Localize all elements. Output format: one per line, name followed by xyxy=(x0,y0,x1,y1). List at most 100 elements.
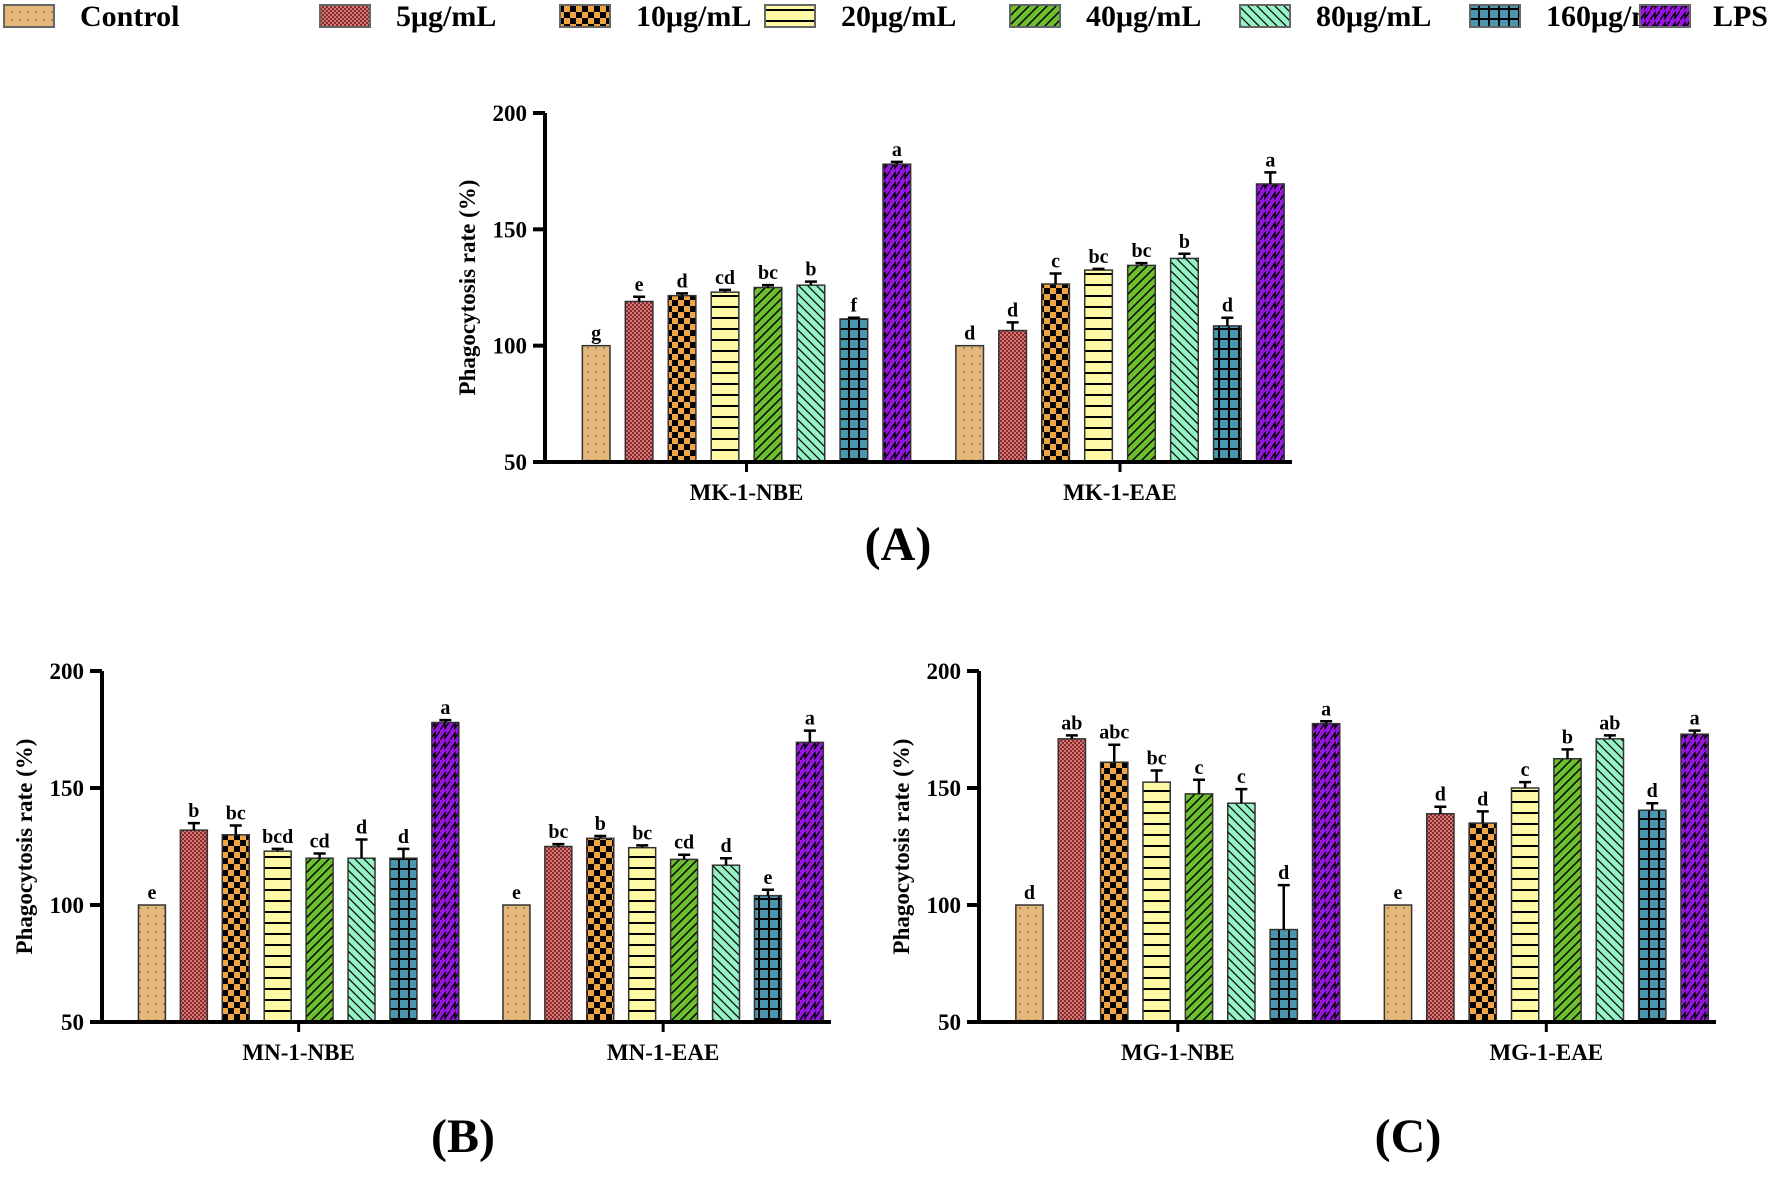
bar xyxy=(1142,781,1172,1023)
x-tick-label: MK-1-EAE xyxy=(1063,480,1177,505)
significance-letter: d xyxy=(1007,299,1018,321)
legend-item: 5μg/mL xyxy=(319,0,496,33)
error-bar xyxy=(594,834,607,839)
error-bar xyxy=(1192,778,1205,794)
y-tick-label: 100 xyxy=(493,334,528,359)
bar xyxy=(998,329,1028,463)
error-bar xyxy=(1150,769,1163,783)
significance-letter: e xyxy=(635,274,644,296)
significance-letter: c xyxy=(1521,759,1530,781)
significance-letter: d xyxy=(1222,295,1233,317)
significance-letter: g xyxy=(591,323,601,345)
bar xyxy=(667,294,697,463)
error-bar xyxy=(803,729,816,743)
significance-letter: a xyxy=(892,139,902,161)
significance-letter: bc xyxy=(1089,246,1109,268)
significance-letter: b xyxy=(805,259,816,281)
bar xyxy=(1041,283,1071,463)
error-bar xyxy=(1603,734,1616,739)
error-bar xyxy=(804,280,817,286)
bar xyxy=(955,344,985,463)
bar xyxy=(1510,787,1540,1023)
bar xyxy=(1255,183,1285,463)
bar xyxy=(1425,812,1455,1023)
significance-letter: a xyxy=(1265,149,1275,171)
panel-label: (C) xyxy=(1375,1110,1442,1163)
panel-label: (B) xyxy=(431,1110,495,1163)
bar xyxy=(1311,722,1341,1023)
bar xyxy=(1083,269,1114,463)
bar xyxy=(796,284,826,463)
bar xyxy=(179,829,209,1023)
error-bar xyxy=(439,718,452,723)
y-tick-label: 50 xyxy=(938,1010,961,1035)
bar xyxy=(710,291,740,463)
significance-letter: b xyxy=(595,813,606,835)
significance-letter: abc xyxy=(1099,722,1129,744)
significance-letter: d xyxy=(398,826,409,848)
significance-letter: bc xyxy=(548,821,568,843)
bar xyxy=(1680,733,1710,1023)
error-bar xyxy=(1434,805,1447,814)
error-bar xyxy=(678,853,691,860)
y-tick-label: 100 xyxy=(927,893,962,918)
bar xyxy=(711,864,741,1023)
significance-letter: d xyxy=(1477,788,1488,810)
bar xyxy=(431,721,460,1023)
bar xyxy=(1383,904,1413,1023)
significance-letter: c xyxy=(1237,766,1246,788)
bar xyxy=(795,741,825,1023)
legend-label: 20μg/mL xyxy=(841,0,956,33)
bar xyxy=(624,300,654,463)
legend-label: 40μg/mL xyxy=(1086,0,1201,33)
bar xyxy=(882,163,912,463)
bar xyxy=(669,858,699,1023)
legend-swatch xyxy=(1639,4,1691,28)
bar xyxy=(1468,822,1498,1023)
error-bar xyxy=(719,288,732,293)
bar xyxy=(1212,325,1242,463)
bar xyxy=(347,857,376,1023)
y-tick-label: 150 xyxy=(493,217,528,242)
error-bar xyxy=(1264,171,1277,184)
bar xyxy=(753,894,783,1023)
legend-item: 10μg/mL xyxy=(559,0,751,33)
legend-swatch xyxy=(3,4,55,28)
significance-letter: e xyxy=(512,882,521,904)
legend-swatch xyxy=(1469,4,1521,28)
significance-letter: c xyxy=(1195,757,1204,779)
legend-swatch xyxy=(1009,4,1061,28)
bar xyxy=(839,318,869,463)
bar xyxy=(263,850,292,1023)
error-bar xyxy=(1006,321,1019,331)
significance-letter: bc xyxy=(632,822,652,844)
error-bar xyxy=(1065,734,1078,739)
significance-letter: bcd xyxy=(262,826,293,848)
error-bar xyxy=(636,844,649,848)
error-bar xyxy=(1476,810,1489,824)
significance-letter: a xyxy=(1690,708,1700,730)
y-tick-label: 100 xyxy=(50,893,85,918)
legend-item: 40μg/mL xyxy=(1009,0,1201,33)
legend-label: 5μg/mL xyxy=(396,0,496,33)
error-bar xyxy=(633,295,646,302)
bar xyxy=(389,857,418,1023)
error-bar xyxy=(1519,780,1532,788)
legend-swatch xyxy=(319,4,371,28)
y-tick-label: 200 xyxy=(927,659,962,684)
bar xyxy=(544,845,573,1023)
significance-letter: c xyxy=(1051,251,1060,273)
error-bar xyxy=(1092,267,1105,271)
error-bar xyxy=(1646,801,1659,811)
significance-letter: d xyxy=(356,816,367,838)
bar xyxy=(137,904,167,1023)
panel-label: (A) xyxy=(865,518,932,571)
bar xyxy=(586,837,615,1023)
significance-letter: ab xyxy=(1599,712,1620,734)
error-bar xyxy=(1277,883,1290,930)
error-bar xyxy=(397,847,410,859)
error-bar xyxy=(761,888,774,896)
significance-letter: f xyxy=(851,295,858,317)
